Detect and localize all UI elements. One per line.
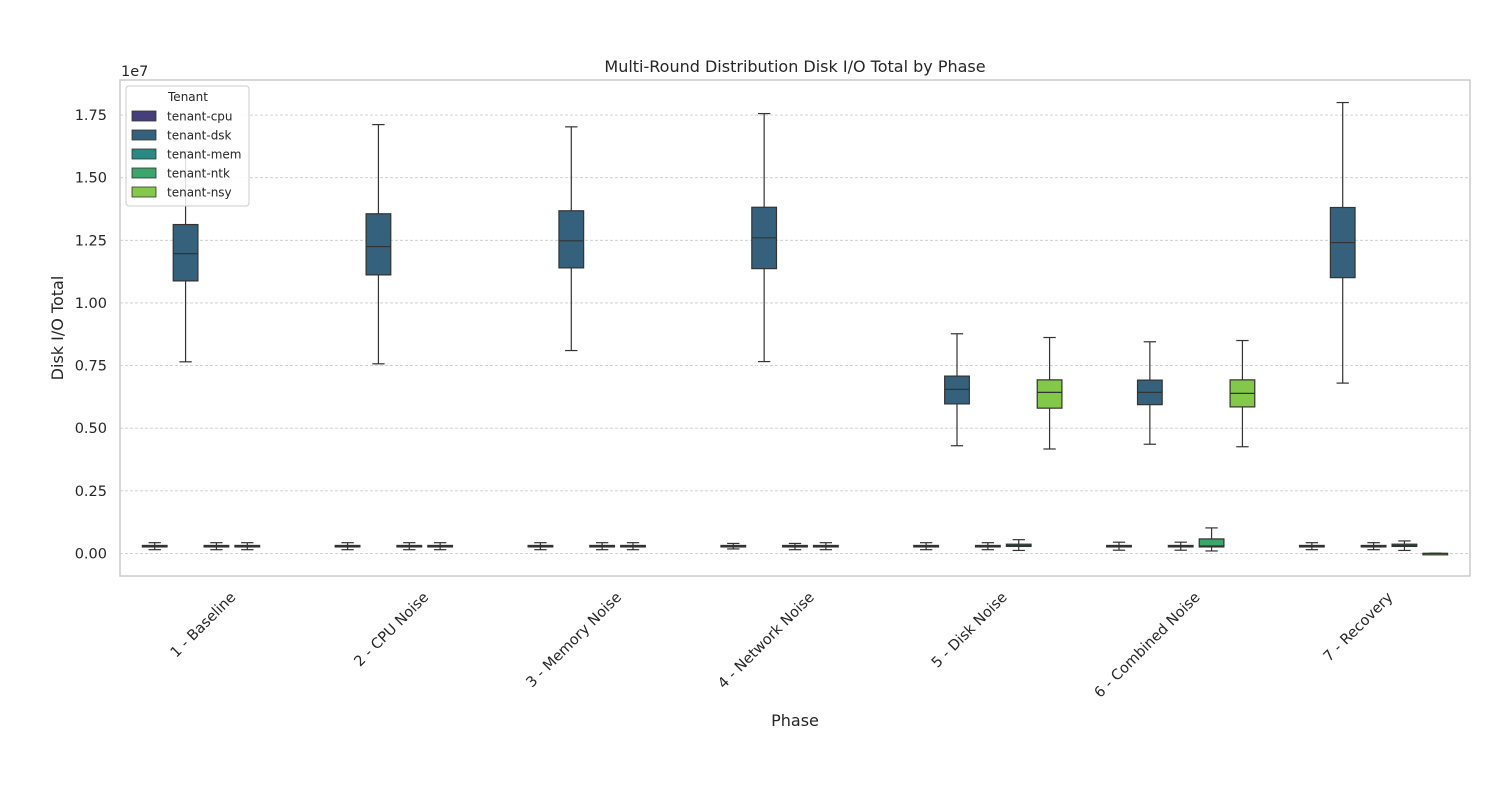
- y-tick-label: 0.25: [75, 484, 107, 500]
- plot-frame: [119, 79, 1471, 577]
- box-tenant-dsk: [751, 112, 778, 363]
- legend-swatch: [131, 110, 157, 122]
- box-body: [558, 210, 585, 269]
- y-tick-label: 0.50: [75, 421, 107, 437]
- legend-label: tenant-mem: [167, 148, 241, 162]
- box-tenant-ntk: [1391, 540, 1418, 552]
- box-tenant-cpu: [527, 542, 554, 551]
- y-offset-label: 1e7: [121, 64, 148, 80]
- box-tenant-dsk: [365, 123, 392, 365]
- y-tick-label: 1.25: [75, 233, 107, 249]
- legend-swatch: [131, 129, 157, 141]
- box-tenant-ntk: [620, 542, 646, 551]
- y-tick-label: 0.00: [75, 546, 107, 562]
- y-tick-label: 1.00: [75, 296, 107, 312]
- legend-swatch: [131, 186, 157, 198]
- box-tenant-nsy: [1229, 339, 1256, 448]
- legend-item: tenant-dsk: [131, 129, 232, 143]
- legend-swatch: [131, 148, 157, 160]
- legend-item: tenant-mem: [131, 148, 241, 162]
- x-axis-label: Phase: [771, 711, 819, 730]
- box-tenant-ntk: [812, 542, 839, 551]
- x-tick-label: 6 - Combined Noise: [1092, 589, 1204, 701]
- legend-label: tenant-dsk: [167, 129, 232, 143]
- x-tick-label: 7 - Recovery: [1321, 589, 1397, 665]
- box-tenant-dsk: [1136, 341, 1163, 445]
- legend-title: Tenant: [167, 90, 208, 104]
- box-tenant-ntk: [1198, 527, 1225, 552]
- legend: Tenant tenant-cputenant-dsktenant-memten…: [125, 85, 250, 207]
- box-body: [1036, 379, 1063, 409]
- box-tenant-mem: [782, 542, 808, 551]
- box-tenant-cpu: [141, 542, 168, 551]
- box-tenant-cpu: [720, 542, 747, 550]
- box-tenant-ntk: [234, 542, 261, 551]
- y-tick-labels: 0.00 0.25 0.50 0.75 1.00 1.25 1.50 1.75: [75, 108, 107, 562]
- x-tick-label: 1 - Baseline: [168, 589, 240, 661]
- box-tenant-ntk: [427, 542, 454, 551]
- x-tick-label: 2 - CPU Noise: [352, 589, 433, 670]
- legend-item: tenant-nsy: [131, 186, 232, 200]
- y-tick-label: 1.50: [75, 171, 107, 187]
- x-tick-label: 5 - Disk Noise: [929, 589, 1011, 671]
- legend-item: tenant-cpu: [131, 110, 233, 124]
- box-tenant-ntk: [1005, 539, 1032, 552]
- box-tenant-dsk: [172, 150, 199, 363]
- box-tenant-mem: [1167, 541, 1194, 551]
- legend-frame: [125, 85, 250, 207]
- box-tenant-mem: [974, 542, 1001, 551]
- legend-label: tenant-nsy: [167, 186, 232, 200]
- box-body: [1198, 538, 1225, 548]
- legend-item: tenant-ntk: [131, 167, 230, 181]
- legend-swatch: [131, 167, 157, 179]
- box-tenant-mem: [589, 542, 616, 551]
- box-tenant-cpu: [1106, 541, 1132, 551]
- legend-items: tenant-cpu tenant-dsk tenant-mem tenant-ntk…: [131, 110, 241, 200]
- y-axis-label: Disk I/O Total: [48, 276, 67, 381]
- box-tenant-mem: [396, 542, 423, 551]
- box-tenant-cpu: [1298, 542, 1325, 551]
- box-body: [944, 375, 970, 405]
- box-tenant-dsk: [944, 333, 970, 447]
- x-tick-label: 3 - Memory Noise: [524, 589, 626, 691]
- box-tenant-dsk: [1329, 101, 1356, 384]
- boxes: [141, 101, 1449, 556]
- y-tick-label: 0.75: [75, 359, 107, 375]
- box-tenant-mem: [1360, 542, 1387, 551]
- box-tenant-nsy: [1036, 336, 1063, 450]
- box-tenant-nsy: [1422, 552, 1449, 556]
- x-tick-labels: 1 - Baseline 2 - CPU Noise 3 - Memory Nois…: [168, 589, 1397, 701]
- gridlines: [120, 114, 1470, 554]
- chart-title: Multi-Round Distribution Disk I/O Total …: [604, 57, 985, 76]
- box-tenant-dsk: [558, 126, 585, 352]
- x-tick-label: 4 - Network Noise: [715, 589, 818, 692]
- box-tenant-cpu: [913, 542, 940, 551]
- box-tenant-mem: [203, 542, 230, 551]
- legend-label: tenant-cpu: [167, 110, 233, 124]
- box-tenant-cpu: [334, 542, 361, 551]
- box-body: [172, 223, 199, 282]
- y-tick-label: 1.75: [75, 108, 107, 124]
- legend-label: tenant-ntk: [167, 167, 230, 181]
- box-body: [365, 213, 392, 276]
